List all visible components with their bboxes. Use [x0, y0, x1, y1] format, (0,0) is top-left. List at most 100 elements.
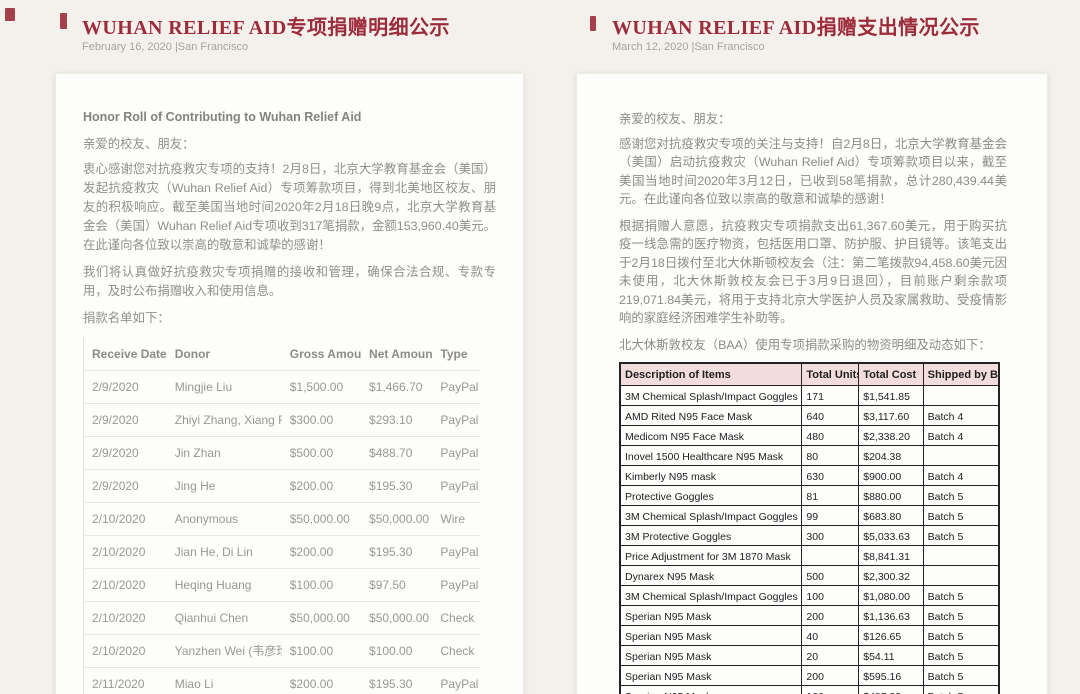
table-cell: 81	[801, 485, 860, 506]
column-header: Total Cost	[858, 362, 924, 386]
table-cell: $595.16	[858, 665, 924, 686]
table-cell: $1,080.00	[858, 585, 924, 606]
table-cell: Sperian N95 Mask	[619, 645, 803, 666]
table-row: 2/10/2020 Jian He, Di Lin $200.00 $195.30 Pa…	[83, 535, 480, 569]
table-row: 3M Chemical Splash/Impact Goggles 3 pack…	[619, 385, 1000, 406]
column-header: Shipped by BAA	[922, 362, 1000, 386]
right-article-dateline: March 12, 2020 |San Francisco	[612, 41, 765, 53]
table-cell: Jing He	[166, 469, 282, 503]
table-cell: 200	[801, 665, 860, 686]
table-cell: PayPal	[432, 469, 480, 503]
table-cell: $195.30	[361, 469, 433, 503]
table-cell: 20	[801, 645, 860, 666]
table-row: Sperian N95 Mask 40 $126.65 Batch 5	[619, 625, 1000, 646]
table-cell: Mingjie Liu	[166, 370, 282, 404]
table-row: 2/10/2020 Anonymous $50,000.00 $50,000.00 Wi…	[83, 502, 480, 536]
table-cell: Medicom N95 Face Mask	[619, 425, 803, 446]
right-article: WUHAN RELIEF AID捐赠支出情况公示 March 12, 2020 …	[576, 0, 1048, 694]
table-cell: Heqing Huang	[166, 568, 282, 602]
table-row: Inovel 1500 Healthcare N95 Mask 80 $204.38	[619, 445, 1000, 466]
table-cell: Batch 5	[922, 645, 1000, 666]
table-row: Sperian N95 Mask 200 $1,136.63 Batch 5	[619, 605, 1000, 626]
table-row: Price Adjustment for 3M 1870 Mask $8,841.…	[619, 545, 1000, 566]
table-row: Protective Goggles 81 $880.00 Batch 5	[619, 485, 1000, 506]
table-cell: PayPal	[432, 370, 480, 404]
table-cell: PayPal	[432, 568, 480, 602]
table-cell: Wire	[432, 502, 480, 536]
table-cell: Zhiyi Zhang, Xiang Fei	[166, 403, 282, 437]
table-cell: 171	[801, 385, 860, 406]
table-cell: Kimberly N95 mask	[619, 465, 803, 486]
table-cell: $500.00	[281, 436, 362, 470]
table-cell: 300	[801, 525, 860, 546]
table-row: 3M Chemical Splash/Impact Goggles 100 $1,0…	[619, 585, 1000, 606]
right-salutation: 亲爱的校友、朋友：	[619, 112, 731, 126]
table-row: Dynarex N95 Mask 500 $2,300.32	[619, 565, 1000, 586]
left-paragraph: 我们将认真做好抗疫救灾专项捐赠的接收和管理，确保合法合规、专款专用，及时公布捐赠…	[83, 265, 496, 298]
left-salutation: 亲爱的校友、朋友：	[83, 137, 195, 151]
table-row: 3M Chemical Splash/Impact Goggles 99 $683.…	[619, 505, 1000, 526]
table-cell: 2/9/2020	[83, 469, 167, 503]
table-cell: 480	[801, 425, 860, 446]
table-cell: $54.11	[858, 645, 924, 666]
table-cell: $100.00	[361, 634, 433, 668]
table-cell: $100.00	[281, 568, 362, 602]
table-cell: Check	[432, 601, 480, 635]
table-cell: $2,338.20	[858, 425, 924, 446]
table-cell: Batch 4	[922, 425, 1000, 446]
table-row: Sperian N95 Mask 200 $595.16 Batch 5	[619, 665, 1000, 686]
table-cell: Batch 5	[922, 685, 1000, 694]
table-cell: Batch 5	[922, 665, 1000, 686]
table-row: 2/10/2020 Qianhui Chen $50,000.00 $50,000.0…	[83, 601, 480, 635]
column-header: Total Units	[801, 362, 860, 386]
table-cell: $1,541.85	[858, 385, 924, 406]
table-cell: Inovel 1500 Healthcare N95 Mask	[619, 445, 803, 466]
table-cell: $300.00	[281, 403, 362, 437]
table-cell: 3M Protective Goggles	[619, 525, 803, 546]
table-cell: $50,000.00	[281, 601, 362, 635]
table-cell: $1,136.63	[858, 605, 924, 626]
table-cell: Sperian N95 Mask	[619, 665, 803, 686]
table-cell: $200.00	[281, 469, 362, 503]
table-cell: 100	[801, 585, 860, 606]
table-cell: Sperian N95 Mask	[619, 605, 803, 626]
table-cell: Anonymous	[166, 502, 282, 536]
table-row: 2/9/2020 Mingjie Liu $1,500.00 $1,466.70 Pay…	[83, 370, 480, 404]
table-cell: Batch 5	[922, 585, 1000, 606]
table-cell: Protective Goggles	[619, 485, 803, 506]
table-cell: Price Adjustment for 3M 1870 Mask	[619, 545, 803, 566]
table-cell: 2/11/2020	[83, 667, 167, 694]
table-cell: $50,000.00	[281, 502, 362, 536]
table-cell: $8,841.31	[858, 545, 924, 566]
table-cell: $100.00	[281, 634, 362, 668]
table-cell: Qianhui Chen	[166, 601, 282, 635]
table-cell: 180	[801, 685, 860, 694]
table-cell: $900.00	[858, 465, 924, 486]
table-cell: 640	[801, 405, 860, 426]
table-row: 2/10/2020 Yanzhen Wei (韦彦珍) $100.00 $100.00…	[83, 634, 480, 668]
table-row: Kimberly N95 mask 630 $900.00 Batch 4	[619, 465, 1000, 486]
table-cell: $3,117.60	[858, 405, 924, 426]
table-row: 2/9/2020 Jing He $200.00 $195.30 PayPal	[83, 469, 480, 503]
table-cell	[922, 385, 1000, 406]
column-header: Gross Amount	[281, 338, 362, 371]
column-header: Type	[432, 338, 480, 371]
donation-list-label: 捐款名单如下：	[83, 311, 170, 325]
left-paragraph: 衷心感谢您对抗疫救灾专项的支持！2月8日，北京大学教育基金会（美国）发起抗疫救灾…	[83, 162, 496, 252]
column-header: Net Amount	[361, 338, 433, 371]
table-cell: $5,033.63	[858, 525, 924, 546]
table-cell: 40	[801, 625, 860, 646]
table-row: Sperian N95 Mask 20 $54.11 Batch 5	[619, 645, 1000, 666]
table-cell: $293.10	[361, 403, 433, 437]
table-cell: Batch 5	[922, 625, 1000, 646]
honor-roll-heading: Honor Roll of Contributing to Wuhan Reli…	[83, 110, 362, 124]
table-cell: 3M Chemical Splash/Impact Goggles 3 pack	[619, 385, 803, 406]
table-cell: Sperian N95 Mask	[619, 625, 803, 646]
table-header-row: Description of Items Total Units Total Cos…	[619, 362, 1000, 386]
table-cell: PayPal	[432, 667, 480, 694]
right-paragraph: 感谢您对抗疫救灾专项的关注与支持！自2月8日，北京大学教育基金会（美国）启动抗疫…	[619, 136, 1007, 207]
table-cell: $195.30	[361, 667, 433, 694]
table-row: AMD Rited N95 Face Mask 640 $3,117.60 Batch…	[619, 405, 1000, 426]
